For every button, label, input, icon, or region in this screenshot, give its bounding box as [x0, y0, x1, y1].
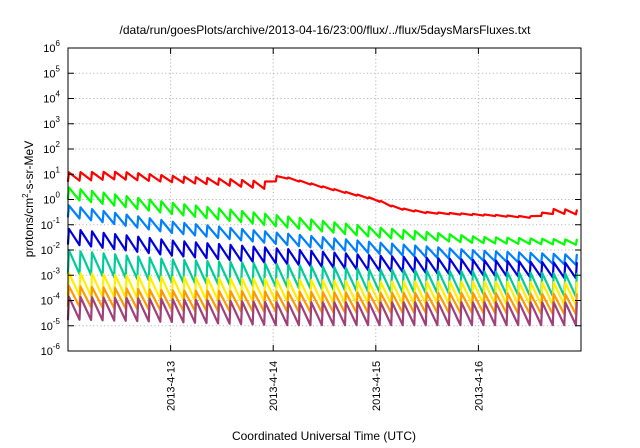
y-tick-label: 100 [43, 191, 60, 207]
series-layer [66, 170, 578, 327]
y-axis-label: protons/cm2-s-sr-MeV [21, 141, 36, 257]
x-tick-label: 2013-4-13 [166, 361, 178, 411]
y-tick-label: 104 [43, 90, 60, 106]
y-tick-label: 10-5 [41, 317, 61, 333]
axes: 106 105 104 103 102 101 100 10-1 10-2 10-3 10-4 10-… [41, 39, 581, 411]
x-tick-label: 2013-4-16 [473, 361, 485, 411]
series-line-8 [66, 295, 578, 327]
y-tick-label: 106 [43, 39, 60, 55]
y-tick-label: 10-3 [41, 266, 61, 282]
y-tick-label: 102 [43, 140, 60, 156]
y-tick-label: 101 [43, 165, 60, 181]
x-axis-label: Coordinated Universal Time (UTC) [232, 429, 416, 443]
grid [68, 48, 581, 351]
x-tick-label: 2013-4-14 [268, 361, 280, 411]
chart-title: /data/run/goesPlots/archive/2013-04-16/2… [120, 23, 532, 37]
series-line-3 [66, 204, 578, 266]
plot-frame [67, 47, 582, 352]
y-tick-label: 105 [43, 64, 60, 80]
series-line-1 [66, 170, 578, 219]
y-tick-label: 10-6 [41, 342, 61, 358]
x-tick-label: 2013-4-15 [371, 361, 383, 411]
y-tick-label: 10-1 [41, 216, 61, 232]
y-tick-label: 10-4 [41, 292, 61, 308]
y-tick-label: 10-2 [41, 241, 61, 257]
series-line-2 [66, 186, 578, 246]
y-tick-label: 103 [43, 115, 60, 131]
